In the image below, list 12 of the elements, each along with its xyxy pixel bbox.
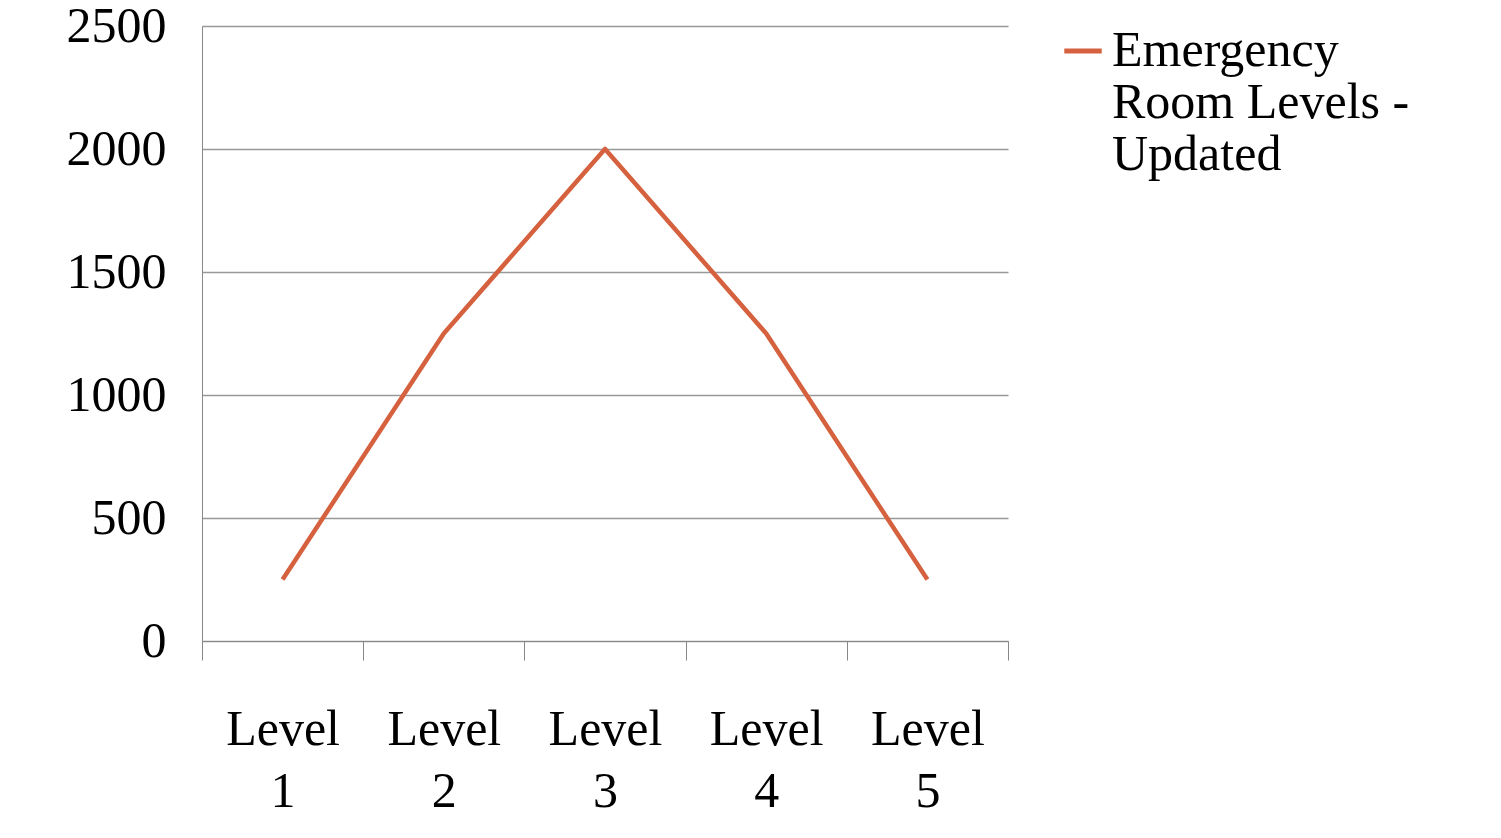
y-tick-label: 500 bbox=[91, 488, 167, 545]
x-tick-label: Level 2 bbox=[387, 699, 502, 818]
x-tick-label: Level 1 bbox=[226, 699, 341, 818]
x-tick-label: Level 5 bbox=[870, 699, 985, 818]
x-tick-label: Level 4 bbox=[709, 699, 824, 818]
y-tick-label: 0 bbox=[141, 611, 167, 668]
legend-label: Emergency Room Levels - Updated bbox=[1112, 21, 1410, 181]
y-tick-label: 1000 bbox=[66, 365, 167, 422]
y-tick-label: 1500 bbox=[66, 242, 167, 299]
y-tick-label: 2500 bbox=[66, 0, 167, 53]
x-tick-label: Level 3 bbox=[548, 699, 663, 818]
y-tick-label: 2000 bbox=[66, 119, 167, 176]
